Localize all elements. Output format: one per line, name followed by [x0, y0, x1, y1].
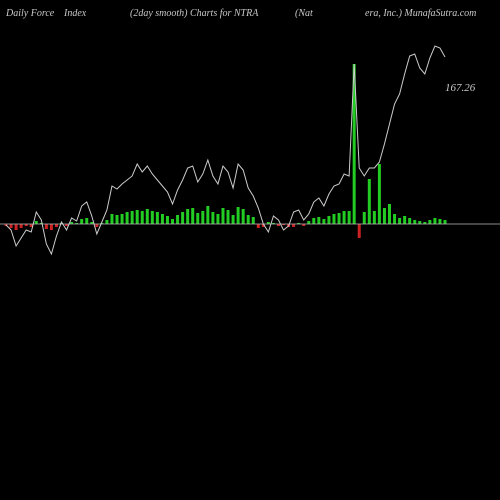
chart-title-row: Daily Force Index (2day smooth) Charts f…	[0, 8, 500, 24]
last-value-label: 167.26	[445, 82, 475, 94]
title-center-1: (2day smooth) Charts for NTRA	[130, 8, 258, 19]
chart-svg	[0, 24, 500, 494]
chart-container: Daily Force Index (2day smooth) Charts f…	[0, 0, 500, 500]
force-index-chart: 167.26	[0, 24, 500, 494]
title-center-2: (Nat	[295, 8, 313, 19]
title-left-1: Daily Force	[6, 8, 54, 19]
title-left-2: Index	[64, 8, 86, 19]
title-right: era, Inc.) MunafaSutra.com	[365, 8, 476, 19]
